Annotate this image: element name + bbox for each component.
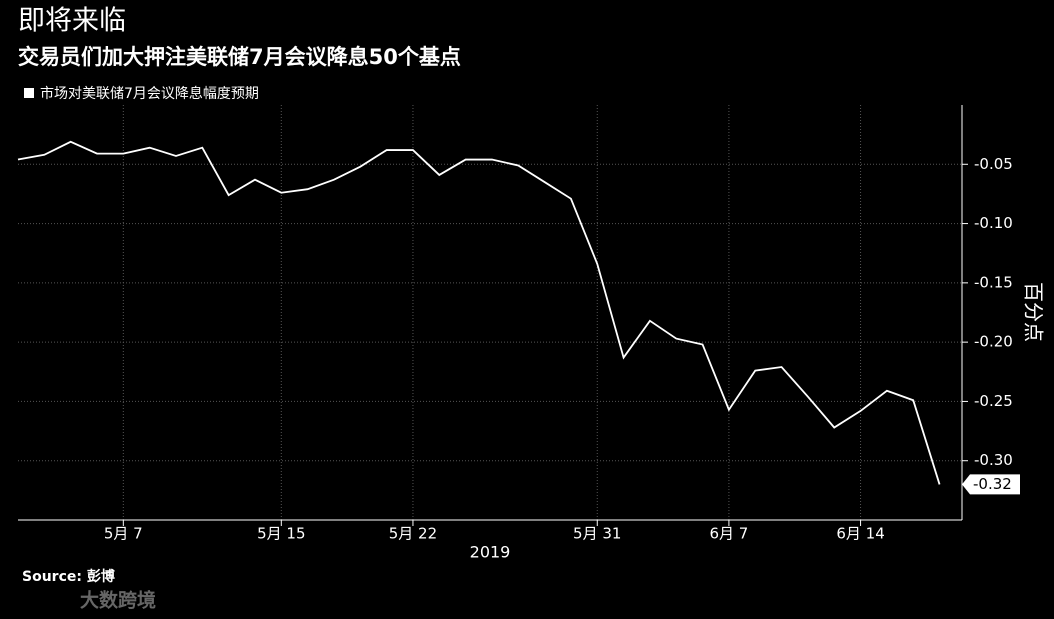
y-tick-label: -0.20	[974, 333, 1013, 351]
series-line	[17, 140, 941, 485]
legend-swatch	[24, 88, 34, 98]
y-tick-label: -0.10	[974, 214, 1013, 232]
y-tick-label: -0.05	[974, 155, 1013, 173]
y-tick-label: -0.25	[974, 392, 1013, 410]
x-tick-label: 6月 14	[836, 525, 884, 543]
legend-label: 市场对美联储7月会议降息幅度预期	[40, 85, 259, 102]
source: Source: 彭博	[22, 568, 115, 585]
x-tick-label: 5月 31	[573, 525, 621, 543]
watermark: 大数跨境	[80, 589, 156, 612]
y-tick-label: -0.30	[974, 451, 1013, 469]
x-axis-label: 2019	[470, 543, 511, 562]
chart-title: 即将来临	[18, 6, 126, 37]
chart-subtitle: 交易员们加大押注美联储7月会议降息50个基点	[18, 45, 461, 69]
x-tick-label: 5月 7	[104, 525, 143, 543]
y-tick-label: -0.15	[974, 273, 1013, 291]
y-axis-label: 百分点	[1022, 282, 1046, 342]
x-tick-label: 5月 15	[257, 525, 305, 543]
value-label: -0.32	[973, 475, 1012, 493]
value-label-box	[962, 474, 1020, 495]
x-tick-label: 5月 22	[389, 525, 437, 543]
x-tick-label: 6月 7	[709, 525, 748, 543]
